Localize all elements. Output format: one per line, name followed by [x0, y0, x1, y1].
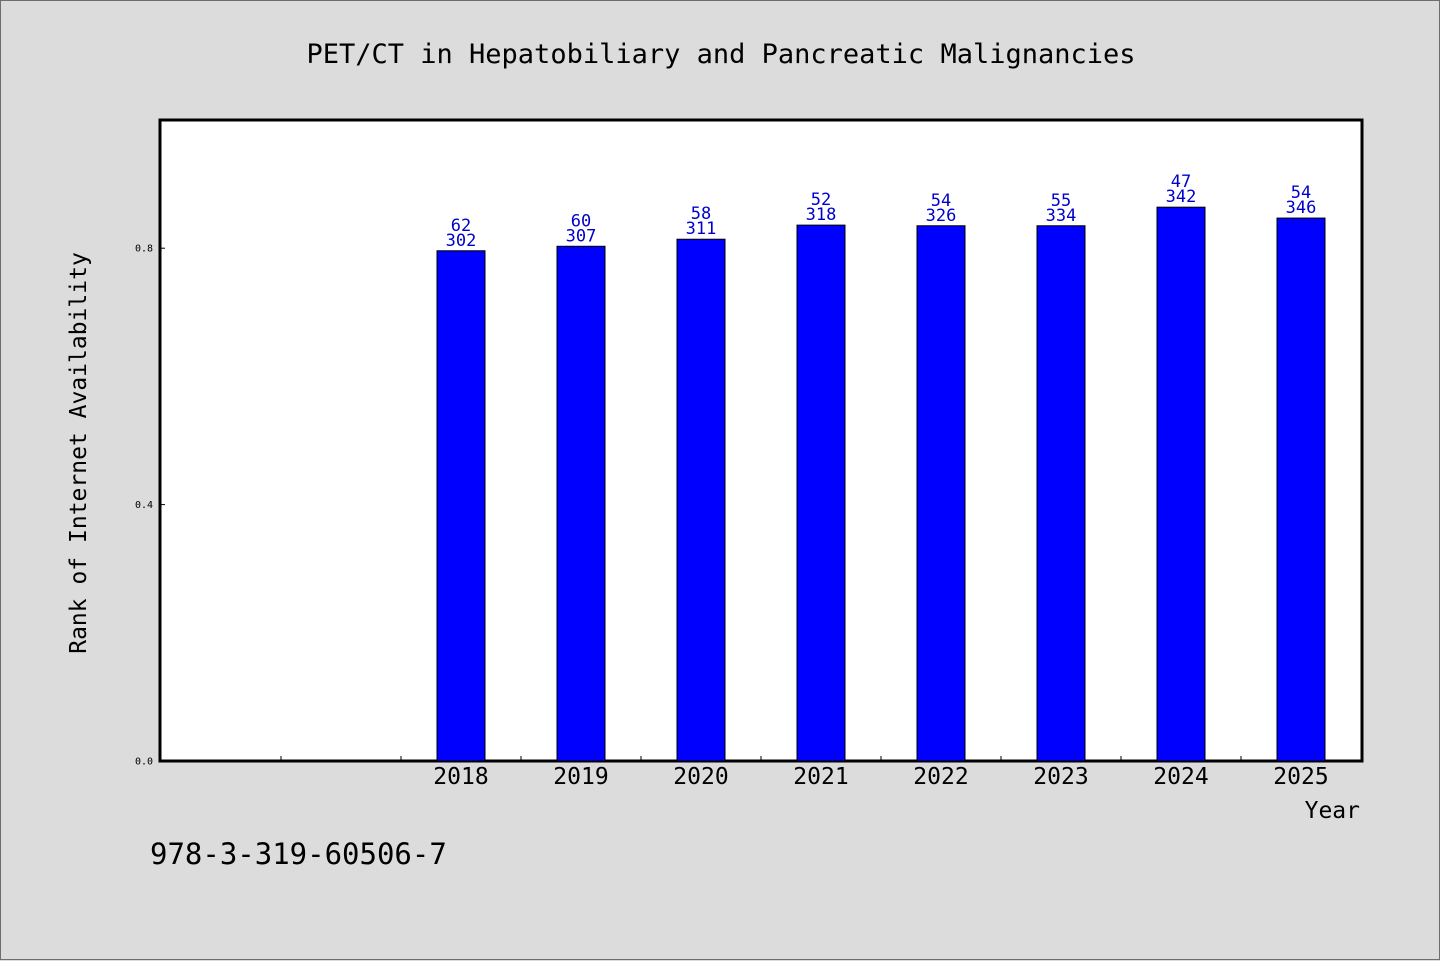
- y-tick-label: 0.8: [135, 244, 153, 255]
- data-label-bottom: 318: [806, 205, 837, 225]
- bar: [796, 224, 846, 762]
- x-tick-label: 2019: [553, 764, 608, 790]
- x-tick-label: 2020: [673, 764, 728, 790]
- x-tick-label: 2018: [433, 764, 488, 790]
- data-label-bottom: 307: [566, 226, 597, 246]
- bar: [1276, 217, 1326, 762]
- data-label-bottom: 342: [1166, 187, 1197, 207]
- data-label-bottom: 311: [686, 219, 717, 239]
- x-tick-label: 2023: [1033, 764, 1088, 790]
- x-tick-label: 2021: [793, 764, 848, 790]
- x-axis-ticks: 2018 2019 2020 2021 2022 2023 2024 2025: [280, 756, 1329, 790]
- data-label-bottom: 326: [926, 206, 957, 226]
- bar: [1036, 225, 1086, 762]
- data-label-bottom: 334: [1046, 206, 1077, 226]
- data-label-top: 62: [451, 216, 471, 236]
- bar: [676, 238, 726, 762]
- data-label-top: 58: [691, 204, 711, 224]
- data-label-top: 55: [1051, 191, 1071, 211]
- data-label-top: 47: [1171, 172, 1191, 192]
- x-tick-label: 2024: [1153, 764, 1208, 790]
- bar: [556, 245, 606, 762]
- data-label-top: 54: [931, 191, 951, 211]
- bar: [436, 250, 486, 762]
- bar: [1156, 206, 1206, 762]
- isbn-text: 978-3-319-60506-7: [150, 837, 447, 871]
- chart-title: PET/CT in Hepatobiliary and Pancreatic M…: [306, 39, 1135, 70]
- data-label-bottom: 346: [1286, 198, 1317, 218]
- y-axis-label: Rank of Internet Availability: [66, 252, 92, 654]
- data-label-bottom: 302: [446, 231, 477, 251]
- y-tick-label: 0.0: [135, 757, 153, 768]
- bar: [916, 225, 966, 762]
- x-tick-label: 2022: [913, 764, 968, 790]
- data-label-top: 60: [571, 211, 591, 231]
- data-label-top: 52: [811, 190, 831, 210]
- data-label-top: 54: [1291, 183, 1311, 203]
- x-tick-label: 2025: [1273, 764, 1328, 790]
- y-tick-label: 0.4: [135, 500, 153, 511]
- y-axis-ticks: 0.0 0.4 0.8: [135, 244, 165, 768]
- x-axis-label: Year: [1305, 798, 1360, 824]
- bars: [436, 206, 1326, 762]
